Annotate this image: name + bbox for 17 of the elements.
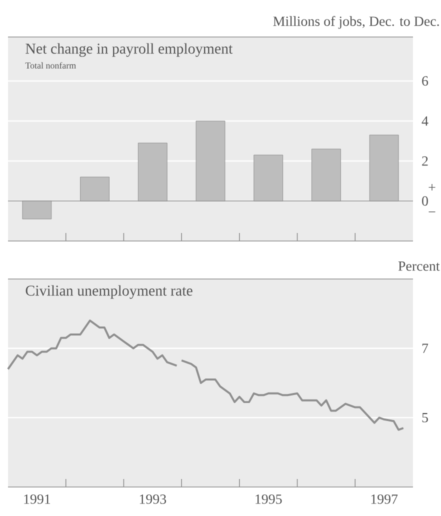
y-tick-label: 4 xyxy=(422,116,428,126)
chart-title: Net change in payroll employment xyxy=(26,43,233,57)
y-tick-label: 0 xyxy=(422,196,428,206)
y-tick-label: 5 xyxy=(422,413,428,422)
line-series xyxy=(7,320,178,370)
text: Total nonfarm xyxy=(25,62,76,69)
y-axis-title: Percent xyxy=(398,262,440,271)
x-tick-label: 1995 xyxy=(256,494,282,504)
y-axis-title: Millions of jobs, Dec. to Dec. xyxy=(273,16,439,29)
text: + xyxy=(428,184,436,191)
x-tick-label: 1993 xyxy=(140,494,166,504)
chart-title: Civilian unemployment rate xyxy=(26,285,192,299)
x-tick-label: 1997 xyxy=(371,494,398,504)
y-tick-label: 7 xyxy=(422,344,428,353)
x-tick-label: 1991 xyxy=(24,494,50,504)
y-tick-label: 2 xyxy=(422,156,428,166)
y-tick-label: 6 xyxy=(422,76,428,86)
